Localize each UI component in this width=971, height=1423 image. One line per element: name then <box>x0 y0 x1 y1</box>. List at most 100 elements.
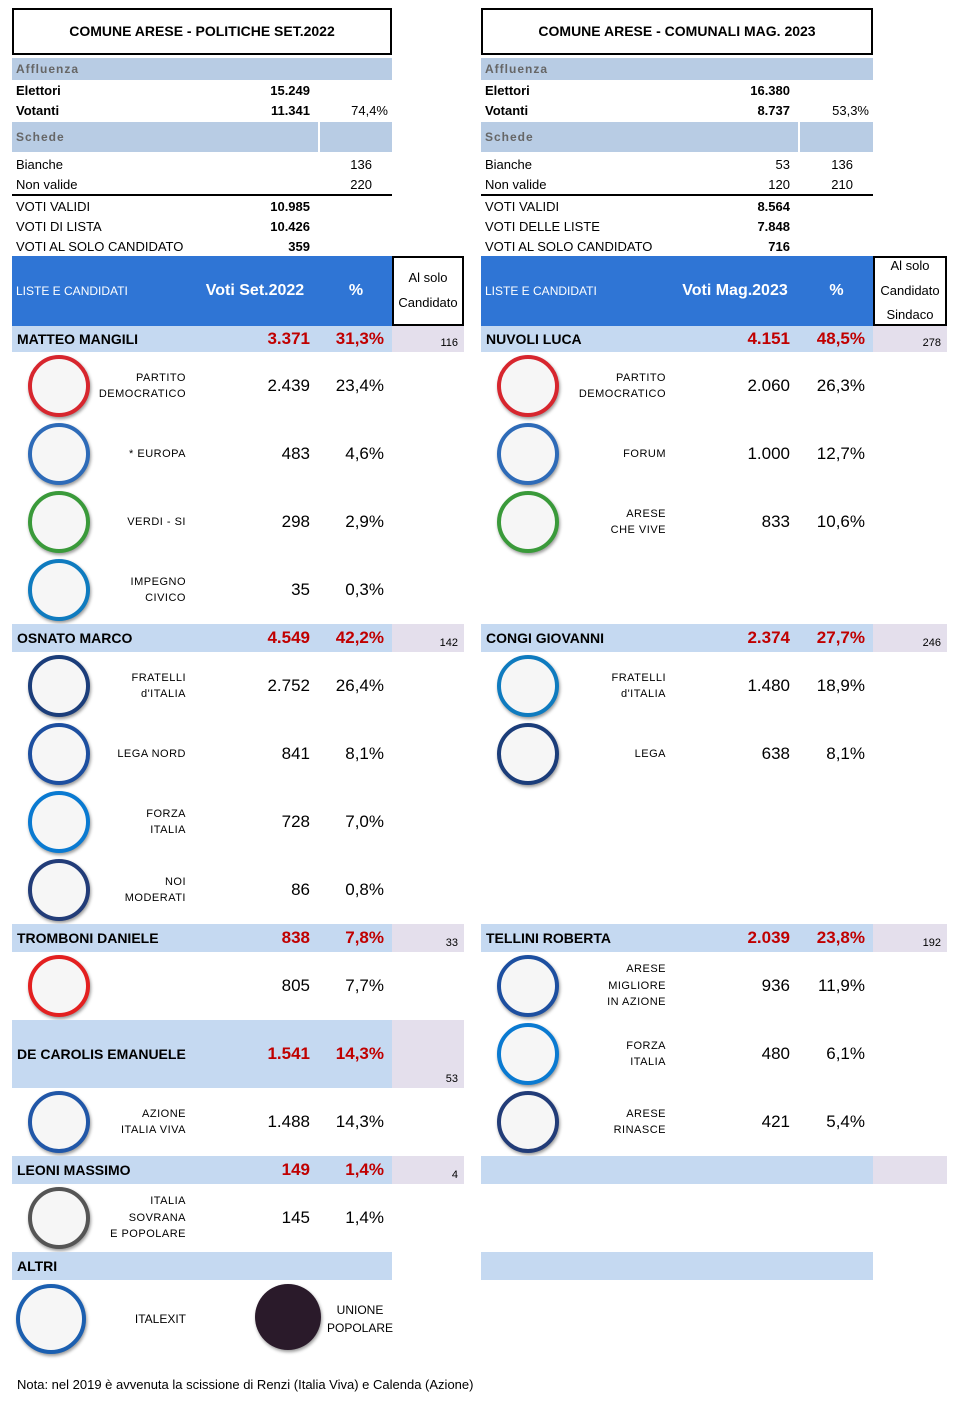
solo-votes: 278 <box>873 326 947 352</box>
value: 16.380 <box>750 82 790 98</box>
value: 10.426 <box>270 218 310 234</box>
solo-votes: 116 <box>392 326 464 352</box>
empty-row <box>873 1156 947 1184</box>
list-label: ARESE MIGLIORE IN AZIONE <box>607 963 666 1009</box>
list-votes: 421 <box>761 1112 790 1132</box>
candidate-votes: 1.541 <box>190 1020 320 1088</box>
label: Votanti <box>485 102 529 118</box>
schede-bar-cell <box>320 122 392 152</box>
party-logo <box>28 655 90 717</box>
party-logo <box>28 1091 90 1153</box>
label: Votanti <box>16 102 60 118</box>
party-logo <box>497 723 559 785</box>
list-pct: 23,4% <box>335 376 384 396</box>
altri-label: ALTRI <box>17 1257 58 1274</box>
label: Non valide <box>485 176 547 192</box>
party-logo <box>28 955 90 1017</box>
list-label: ARESE CHE VIVE <box>610 507 666 537</box>
party-logo <box>497 1023 559 1085</box>
solo-votes: 246 <box>873 624 947 652</box>
header-label: Voti Mag.2023 <box>682 282 788 299</box>
candidate-votes: 2.039 <box>670 924 800 952</box>
list-votes: 1.000 <box>747 444 790 464</box>
list-votes: 480 <box>761 1044 790 1064</box>
list-votes: 1.488 <box>267 1112 310 1132</box>
candidate-name: TELLINI ROBERTA <box>481 924 670 952</box>
candidate-name: OSNATO MARCO <box>12 624 190 652</box>
list-votes: 2.060 <box>747 376 790 396</box>
solo-votes: 33 <box>392 924 464 952</box>
candidate-votes: 3.371 <box>190 326 320 352</box>
party-logo <box>16 1284 86 1354</box>
list-votes: 936 <box>761 976 790 996</box>
list-label: FRATELLI d'ITALIA <box>611 671 666 701</box>
rule <box>12 194 392 196</box>
header-label: % <box>348 282 364 299</box>
list-pct: 1,4% <box>345 1208 384 1228</box>
candidate-votes: 838 <box>190 924 320 952</box>
list-votes: 483 <box>281 444 310 464</box>
list-votes: 2.752 <box>267 676 310 696</box>
list-votes: 805 <box>281 976 310 996</box>
candidate-pct: 42,2% <box>320 624 392 652</box>
list-label: PARTITO DEMOCRATICO <box>578 371 666 401</box>
list-label: * EUROPA <box>129 447 186 460</box>
party-logo <box>255 1284 321 1350</box>
candidate-votes: 4.151 <box>670 326 800 352</box>
candidate-name: LEONI MASSIMO <box>12 1156 190 1184</box>
header-label: Al solo Candidato <box>392 256 464 326</box>
list-label: IMPEGNO CIVICO <box>130 575 186 605</box>
solo-votes: 4 <box>392 1156 464 1184</box>
party-logo <box>497 423 559 485</box>
empty-row <box>481 1156 873 1184</box>
list-pct: 2,9% <box>345 512 384 532</box>
candidate-name: CONGI GIOVANNI <box>481 624 670 652</box>
value: 15.249 <box>270 82 310 98</box>
list-label: FORZA ITALIA <box>626 1039 666 1069</box>
affluenza-bar: Affluenza <box>12 58 392 80</box>
party-logo <box>497 1091 559 1153</box>
list-pct: 4,6% <box>345 444 384 464</box>
candidate-pct: 27,7% <box>800 624 873 652</box>
party-logo <box>497 655 559 717</box>
label: VOTI DI LISTA <box>16 218 102 234</box>
list-label: FRATELLI d'ITALIA <box>131 671 186 701</box>
list-label: PARTITO DEMOCRATICO <box>98 371 186 401</box>
list-label: AZIONE ITALIA VIVA <box>120 1107 186 1137</box>
list-votes: 833 <box>761 512 790 532</box>
list-votes: 728 <box>281 812 310 832</box>
list-pct: 26,4% <box>335 676 384 696</box>
value: 716 <box>768 238 790 254</box>
list-label: ARESE RINASCE <box>613 1107 666 1137</box>
header-label: LISTE E CANDIDATI <box>485 284 597 298</box>
list-label: FORUM <box>623 447 666 460</box>
party-logo <box>28 791 90 853</box>
label: VOTI AL SOLO CANDIDATO <box>485 238 653 254</box>
label: Bianche <box>485 156 532 172</box>
label: VOTI AL SOLO CANDIDATO <box>16 238 184 254</box>
empty-row <box>481 1252 873 1280</box>
candidate-votes: 149 <box>190 1156 320 1184</box>
candidate-pct: 14,3% <box>320 1020 392 1088</box>
label: Elettori <box>485 82 530 98</box>
value: 8.737 <box>757 102 790 118</box>
list-votes: 638 <box>761 744 790 764</box>
value: 53,3% <box>832 102 869 118</box>
party-logo <box>497 955 559 1017</box>
value: 11.341 <box>270 102 310 118</box>
candidate-pct: 31,3% <box>320 326 392 352</box>
value: 136 <box>831 156 853 172</box>
party-logo <box>28 1187 90 1249</box>
candidate-pct: 23,8% <box>800 924 873 952</box>
list-label: UNIONE POPOLARE <box>326 1303 394 1335</box>
label: Elettori <box>16 82 61 98</box>
list-label: ITALIA SOVRANA E POPOLARE <box>110 1195 186 1241</box>
candidate-name: NUVOLI LUCA <box>481 326 670 352</box>
label: VOTI DELLE LISTE <box>485 218 600 234</box>
affluenza-bar: Affluenza <box>481 58 873 80</box>
footnote: Nota: nel 2019 è avvenuta la scissione d… <box>17 1377 474 1393</box>
section-title: COMUNE ARESE - POLITICHE SET.2022 <box>12 8 392 55</box>
list-votes: 86 <box>291 880 310 900</box>
list-pct: 14,3% <box>335 1112 384 1132</box>
